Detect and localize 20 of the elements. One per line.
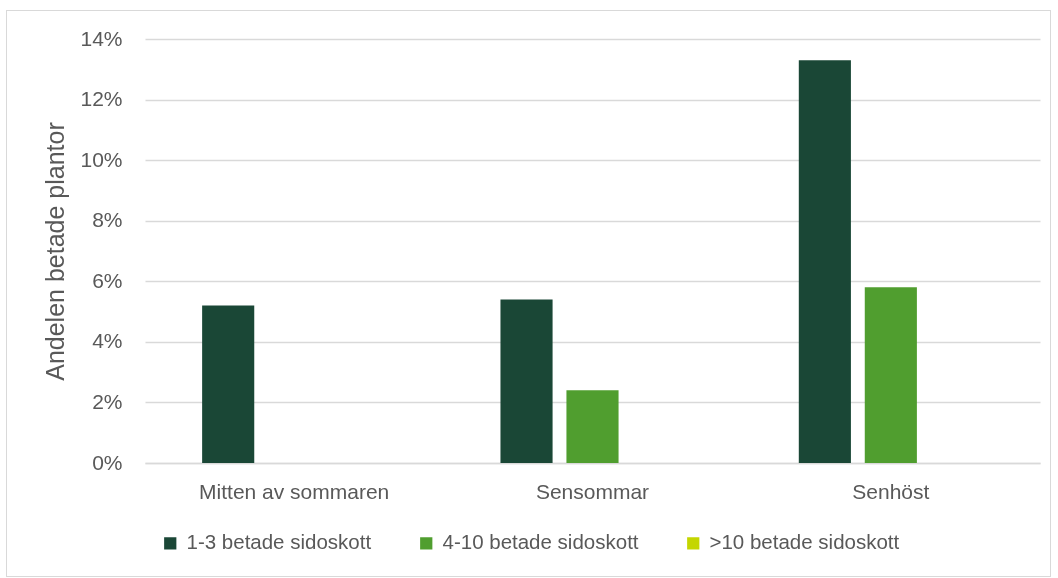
- legend-label: >10 betade sidoskott: [709, 530, 900, 554]
- y-axis-title: Andelen betade plantor: [41, 122, 70, 381]
- bar: [566, 390, 619, 463]
- y-tick-label: 12%: [80, 87, 123, 111]
- x-tick-label: Sensommar: [535, 479, 650, 503]
- bar: [864, 287, 917, 463]
- y-tick-label: 0%: [92, 450, 123, 474]
- x-tick-label: Senhöst: [852, 479, 930, 503]
- legend-label: 4-10 betade sidoskott: [442, 530, 639, 554]
- bar: [798, 60, 851, 463]
- y-tick-label: 14%: [80, 26, 123, 50]
- legend-label: 1-3 betade sidoskott: [186, 530, 372, 554]
- bar: [202, 305, 255, 463]
- bar: [500, 299, 553, 463]
- y-tick-label: 8%: [92, 208, 123, 232]
- y-tick-label: 6%: [92, 268, 123, 292]
- x-tick-label: Mitten av sommaren: [199, 479, 390, 503]
- y-tick-label: 4%: [92, 329, 123, 353]
- y-tick-label: 10%: [80, 147, 123, 171]
- y-tick-label: 2%: [92, 389, 123, 413]
